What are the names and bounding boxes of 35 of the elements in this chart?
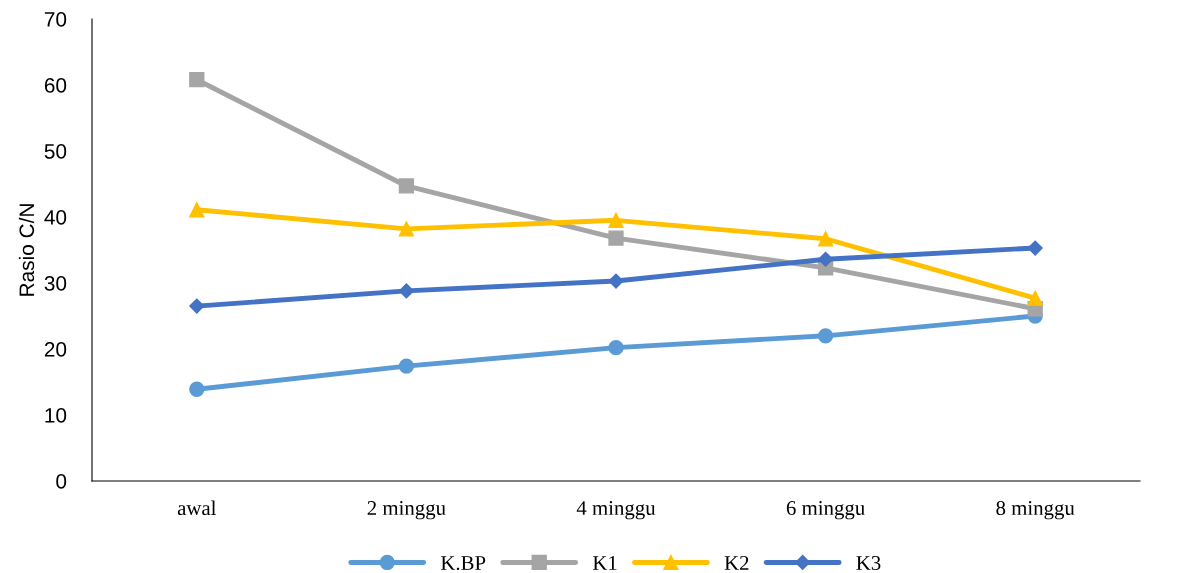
legend-label: K3 [856,555,881,570]
y-tick-label: 30 [44,276,67,291]
point [608,340,624,356]
point [1027,290,1043,306]
point [189,298,205,314]
y-tick-label: 0 [56,474,67,489]
y-tick-label: 60 [44,78,67,93]
y-tick-label: 70 [44,12,67,27]
y-axis-title: Rasio C/N [18,204,35,296]
point [189,381,205,397]
x-tick-label: 6 minggu [786,501,865,520]
x-tick-label: 2 minggu [367,501,446,520]
point [818,251,834,267]
point [1027,240,1043,256]
point [398,221,415,237]
point [189,202,205,218]
legend-label: K.BP [440,556,486,571]
x-tick-label: 4 minggu [576,501,656,520]
point [398,283,414,299]
y-tick-label: 40 [44,210,67,225]
point [608,230,624,246]
y-tick-label: 20 [44,342,67,357]
point [398,358,415,374]
point [608,212,624,228]
point [608,273,624,289]
y-tick-label: 50 [44,144,67,159]
y-tick-label: 10 [45,408,67,423]
point [189,72,205,88]
point [398,178,415,194]
legend-label: K2 [724,555,749,570]
legend-label: K1 [592,556,617,570]
x-tick-label: awal [177,500,217,516]
point [817,328,834,344]
x-tick-label: 8 minggu [996,500,1075,520]
point [817,231,834,247]
